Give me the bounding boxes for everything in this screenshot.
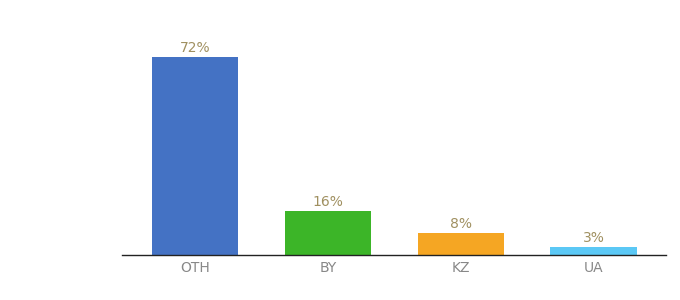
Bar (418, 233, 504, 255)
Text: 16%: 16% (313, 195, 343, 209)
Bar (550, 247, 636, 255)
Text: 72%: 72% (180, 41, 211, 55)
Bar (152, 57, 239, 255)
Bar (285, 211, 371, 255)
Text: 3%: 3% (583, 231, 605, 244)
Text: 8%: 8% (449, 217, 472, 231)
